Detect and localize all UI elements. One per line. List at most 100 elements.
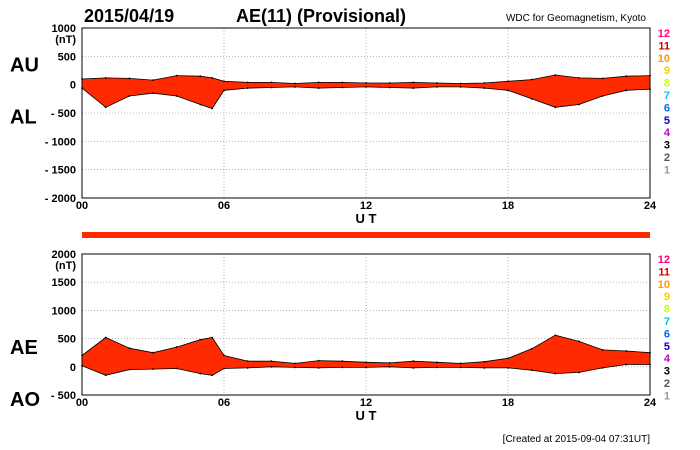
y-tick-label: - 500 [51,108,76,120]
lower-series-point [294,86,296,88]
level-label: 11 [658,266,670,278]
index-range-area [82,75,650,109]
upper-series-point [601,77,604,80]
level-label: 12 [658,28,670,40]
upper-series-point [459,362,462,365]
level-label: 8 [664,304,670,316]
y-tick-label: - 1000 [45,136,76,148]
level-label: 10 [658,279,670,291]
upper-series-point [175,74,178,77]
lower-series-point [578,371,580,374]
upper-series-point [388,361,391,364]
level-label: 4 [664,127,671,139]
lower-series-point [128,95,131,97]
lower-series-point [199,372,202,375]
y-tick-label: - 1500 [45,165,76,177]
level-label: 3 [664,140,670,152]
y-unit-label: (nT) [55,34,76,46]
upper-series-point [412,360,415,363]
x-tick-label: 12 [360,397,372,409]
lower-series-point [412,367,415,369]
x-tick-label: 00 [76,200,88,212]
level-label: 5 [664,341,670,353]
level-label: 6 [664,328,670,340]
upper-series-point [246,81,249,84]
upper-series-point [270,81,273,84]
lower-series-point [625,363,628,366]
lower-series-point [152,368,154,370]
upper-series-point [294,362,296,365]
x-tick-label: 18 [502,397,514,409]
lower-series-point [199,103,202,106]
upper-series-line [81,74,651,84]
lower-series-point [530,97,533,100]
upper-series-point [483,360,486,363]
upper-series-point [578,76,580,79]
y-tick-label: - 500 [51,390,76,402]
lower-series-point [341,86,344,89]
lower-series-point [436,86,438,88]
lower-series-point [459,366,462,369]
upper-series-point [507,357,509,360]
upper-series-point [211,336,214,339]
lower-series-point [246,367,249,369]
lower-series-point [507,89,509,92]
upper-series-point [436,361,438,364]
lower-series-point [104,374,107,377]
upper-series-point [530,78,533,81]
upper-series-point [601,348,604,351]
level-label: 8 [664,78,670,90]
upper-series-point [554,74,557,76]
upper-series-point [152,351,154,354]
upper-series-point [104,336,107,339]
lower-series-line [81,364,650,376]
x-tick-label: 06 [218,397,230,409]
upper-index-label: AE [10,337,38,359]
y-tick-label: 0 [70,80,76,92]
upper-series-point [365,82,367,84]
lower-series-point [270,86,273,89]
upper-series-point [152,79,154,82]
upper-series-point [246,360,249,363]
upper-series-point [483,82,486,84]
lower-series-point [483,367,486,369]
y-tick-label: 1500 [52,277,76,289]
upper-series-point [104,76,107,79]
created-stamp: [Created at 2015-09-04 07:31UT] [503,434,651,445]
level-label: 9 [664,65,670,77]
date-title: 2015/04/19 [84,6,174,26]
lower-series-point [223,89,225,92]
lower-series-point [223,367,225,370]
upper-series-point [341,360,344,363]
y-tick-label: 1000 [52,305,76,317]
lower-series-point [211,374,214,377]
level-label: 1 [664,164,670,176]
upper-index-label: AU [10,55,39,77]
source-credit: WDC for Geomagnetism, Kyoto [506,13,646,24]
lower-series-point [507,367,509,369]
upper-series-point [294,82,296,85]
lower-series-point [388,365,391,368]
index-title: AE(11) (Provisional) [236,6,406,26]
lower-series-point [601,367,604,369]
lower-series-point [365,86,367,88]
x-tick-label: 18 [502,200,514,212]
upper-series-point [199,338,202,341]
upper-series-point [625,75,628,78]
lower-series-point [483,87,486,89]
level-label: 4 [664,353,671,365]
lower-series-point [175,95,178,97]
lower-series-point [459,86,462,88]
lower-index-label: AL [10,107,37,129]
lower-series-point [104,106,107,109]
level-label: 10 [658,53,670,65]
upper-series-point [554,334,557,337]
lower-series-point [211,107,214,110]
level-label: 6 [664,102,670,114]
lower-series-point [554,372,557,375]
lower-series-point [388,86,391,89]
level-label: 9 [664,291,670,303]
level-label: 7 [664,90,670,102]
upper-series-point [436,82,438,84]
